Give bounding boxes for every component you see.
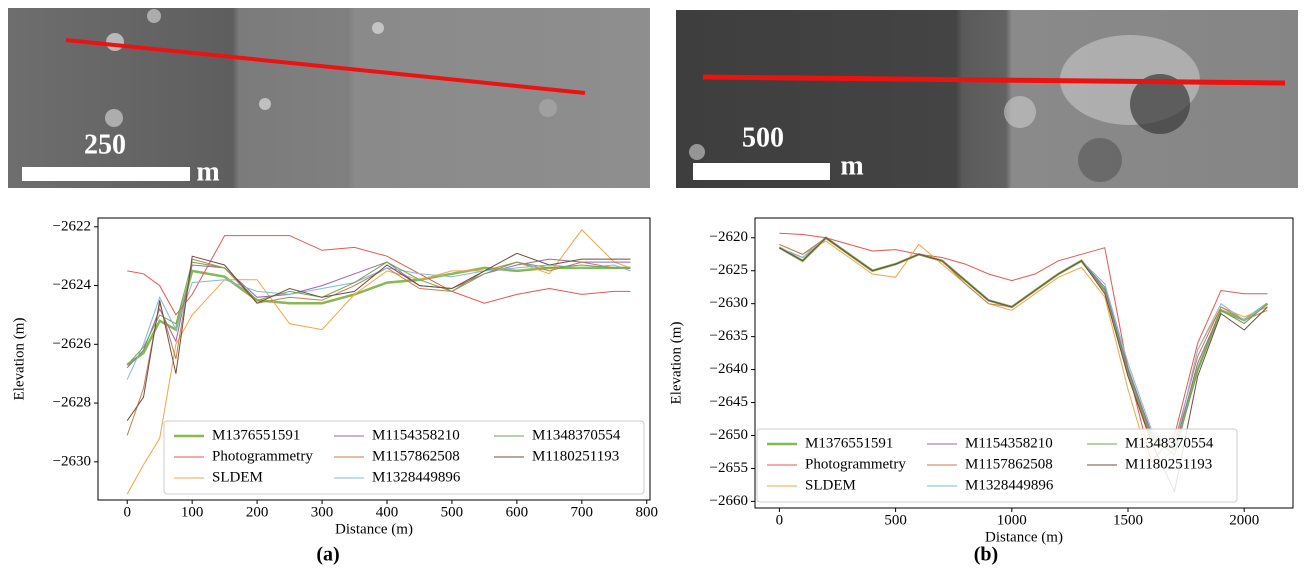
data-line xyxy=(127,235,631,316)
axes-frame xyxy=(754,217,1294,509)
x-tick-label: 1000 xyxy=(997,512,1027,528)
legend-label: M1328449896 xyxy=(965,477,1054,493)
data-line xyxy=(779,232,1268,463)
legend-label: M1348370554 xyxy=(532,427,621,443)
legend-label: SLDEM xyxy=(212,469,263,485)
y-tick-label: −2628 xyxy=(53,395,91,411)
x-axis-label: Distance (m) xyxy=(985,529,1063,545)
y-tick-label: −2620 xyxy=(710,229,748,245)
x-tick-label: 600 xyxy=(506,504,529,520)
legend-label: Photogrammetry xyxy=(805,456,906,472)
scale-label: 500 xyxy=(742,122,784,153)
y-tick-label: −2630 xyxy=(710,295,748,311)
data-line xyxy=(126,266,631,366)
y-tick-label: −2622 xyxy=(53,218,91,234)
image-b: 500 m xyxy=(676,10,1298,188)
y-tick-label: −2624 xyxy=(53,277,92,293)
data-line xyxy=(779,237,1268,443)
legend-label: M1157862508 xyxy=(965,456,1053,472)
legend-box xyxy=(163,420,645,495)
legend-label: M1376551591 xyxy=(212,427,300,443)
y-tick-label: −2645 xyxy=(710,394,748,410)
data-line xyxy=(126,261,631,366)
legend-label: M1376551591 xyxy=(805,435,893,451)
data-line xyxy=(779,237,1268,457)
x-tick-label: 500 xyxy=(884,512,907,528)
legend-label: M1154358210 xyxy=(965,435,1053,451)
scale-unit: m xyxy=(196,156,219,187)
y-tick-label: −2635 xyxy=(710,328,748,344)
y-tick-label: −2650 xyxy=(710,427,748,443)
x-tick-label: 2000 xyxy=(1229,512,1259,528)
legend-label: M1180251193 xyxy=(1125,456,1212,472)
scale-label: 250 xyxy=(84,129,126,160)
data-line xyxy=(126,229,631,495)
y-tick-label: −2626 xyxy=(53,336,92,352)
data-line xyxy=(126,252,631,421)
axes-frame xyxy=(97,217,651,501)
y-axis-label: Elevation (m) xyxy=(11,318,27,401)
data-line xyxy=(778,236,1269,451)
data-line xyxy=(126,258,631,436)
x-tick-label: 400 xyxy=(376,504,399,520)
y-axis-label: Elevation (m) xyxy=(668,322,684,405)
legend-label: M1180251193 xyxy=(532,448,619,464)
legend-label: SLDEM xyxy=(805,477,856,493)
x-tick-label: 0 xyxy=(123,504,131,520)
legend-box xyxy=(756,428,1238,503)
y-tick-label: −2630 xyxy=(53,453,91,469)
panel-label: (a) xyxy=(316,544,339,566)
legend-label: Photogrammetry xyxy=(212,448,313,464)
y-tick-label: −2640 xyxy=(710,361,748,377)
legend-label: M1157862508 xyxy=(372,448,460,464)
y-tick-label: −2655 xyxy=(710,460,748,476)
x-tick-label: 800 xyxy=(636,504,659,520)
image-a: 250 m xyxy=(8,8,650,188)
x-tick-label: 0 xyxy=(776,512,784,528)
legend-label: M1328449896 xyxy=(372,469,461,485)
panel-label: (b) xyxy=(974,544,998,566)
x-axis-label: Distance (m) xyxy=(335,521,413,537)
x-tick-label: 300 xyxy=(311,504,334,520)
x-tick-label: 100 xyxy=(181,504,204,520)
data-line xyxy=(126,258,631,369)
x-tick-label: 700 xyxy=(571,504,594,520)
legend-label: M1348370554 xyxy=(1125,435,1214,451)
x-tick-label: 1500 xyxy=(1113,512,1143,528)
y-tick-label: −2625 xyxy=(710,262,748,278)
legend-label: M1154358210 xyxy=(372,427,460,443)
data-line xyxy=(126,264,631,380)
x-tick-label: 200 xyxy=(246,504,269,520)
scale-unit: m xyxy=(840,150,863,181)
y-tick-label: −2660 xyxy=(710,493,748,509)
x-tick-label: 500 xyxy=(441,504,464,520)
data-line xyxy=(779,237,1268,450)
data-line xyxy=(779,237,1268,450)
